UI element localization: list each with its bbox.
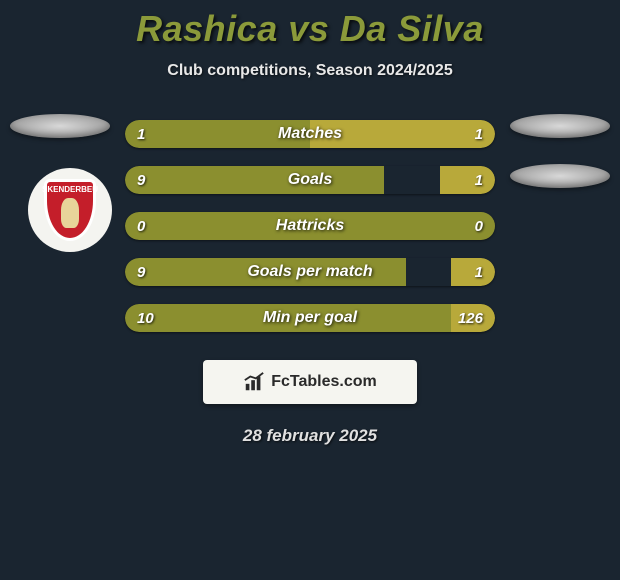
team-badge-left: SKENDERBEU [28,168,112,252]
stat-value-right: 1 [475,264,483,281]
bar-fill-right [440,166,496,194]
stat-row: 9 Goals per match 1 [125,258,495,286]
stat-row: 9 Goals 1 [125,166,495,194]
stat-value-right: 1 [475,172,483,189]
shield-icon: SKENDERBEU [44,179,96,241]
date-label: 28 february 2025 [0,426,620,446]
stat-value-right: 0 [475,218,483,235]
comparison-card: Rashica vs Da Silva Club competitions, S… [0,0,620,446]
stat-label: Matches [278,125,342,143]
subtitle: Club competitions, Season 2024/2025 [0,62,620,80]
player-right-placeholder-2-icon [510,164,610,188]
stat-value-left: 0 [137,218,145,235]
stat-value-left: 9 [137,264,145,281]
stat-label: Min per goal [263,309,357,327]
stat-row: 10 Min per goal 126 [125,304,495,332]
bar-fill-right [451,258,495,286]
player-right-placeholder-icon [510,114,610,138]
stat-value-left: 1 [137,126,145,143]
shield-text: SKENDERBEU [42,185,98,194]
bar-fill-left [125,166,384,194]
stat-row: 1 Matches 1 [125,120,495,148]
player-left-placeholder-icon [10,114,110,138]
stat-bars: 1Matches19Goals10Hattricks09Goals per ma… [125,120,495,332]
brand-badge[interactable]: FcTables.com [203,360,417,404]
stat-value-right: 1 [475,126,483,143]
stat-row: 0 Hattricks 0 [125,212,495,240]
stat-label: Hattricks [276,217,344,235]
stat-label: Goals [288,171,332,189]
stat-label: Goals per match [247,263,372,281]
stat-value-left: 9 [137,172,145,189]
shield-figure-icon [61,198,79,228]
stat-value-left: 10 [137,310,154,327]
brand-text: FcTables.com [271,373,377,391]
stat-value-right: 126 [458,310,483,327]
stats-area: SKENDERBEU 1Matches19Goals10Hattricks09G… [0,120,620,332]
page-title: Rashica vs Da Silva [0,8,620,50]
chart-icon [243,371,265,393]
